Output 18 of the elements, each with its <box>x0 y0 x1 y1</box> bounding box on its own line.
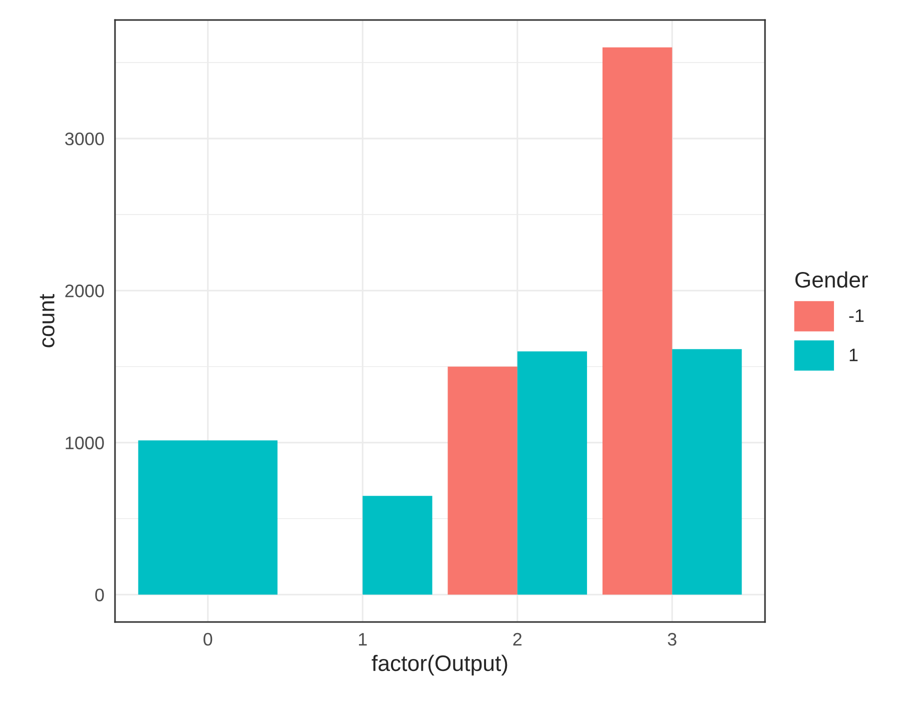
legend-title: Gender <box>795 271 868 288</box>
legend-label: 1 <box>850 348 858 362</box>
y-tick-label: 0 <box>95 588 104 602</box>
y-tick-label: 1000 <box>66 436 104 450</box>
bar <box>672 349 742 595</box>
bar <box>517 351 588 595</box>
x-tick-label: 2 <box>513 632 522 646</box>
x-tick-label: 3 <box>668 632 676 646</box>
bar <box>602 47 672 595</box>
x-tick-label: 0 <box>204 632 212 646</box>
bar <box>448 366 518 595</box>
y-tick-label: 2000 <box>65 284 104 298</box>
bar <box>362 496 432 595</box>
legend-label: -1 <box>849 309 864 322</box>
y-tick-label: 3000 <box>65 132 104 146</box>
y-axis-title: count <box>40 294 54 348</box>
x-tick-label: 1 <box>358 633 367 646</box>
x-axis-title: factor(Output) <box>372 654 508 676</box>
